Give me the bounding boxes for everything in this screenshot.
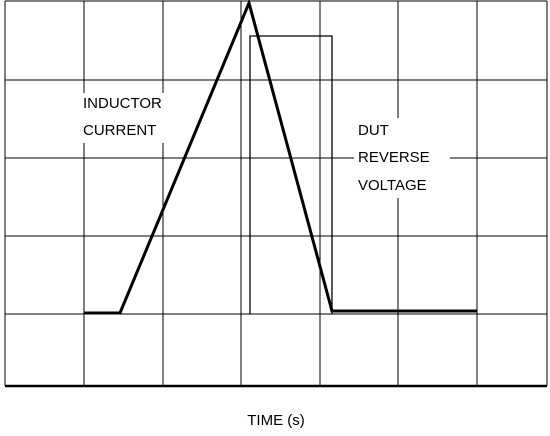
annotation-line: INDUCTOR — [83, 95, 162, 112]
x-axis-label: TIME (s) — [247, 412, 305, 429]
annotation-line: DUT — [358, 122, 389, 139]
label-bg — [354, 118, 450, 198]
label-bg — [80, 93, 178, 143]
annotation-line: REVERSE — [358, 149, 430, 166]
annotation-line: CURRENT — [83, 122, 156, 139]
dut-voltage-waveform — [249, 35, 333, 314]
inductor-current-waveform — [84, 0, 477, 315]
grid — [4, 0, 548, 388]
annotation-line: VOLTAGE — [358, 177, 427, 194]
